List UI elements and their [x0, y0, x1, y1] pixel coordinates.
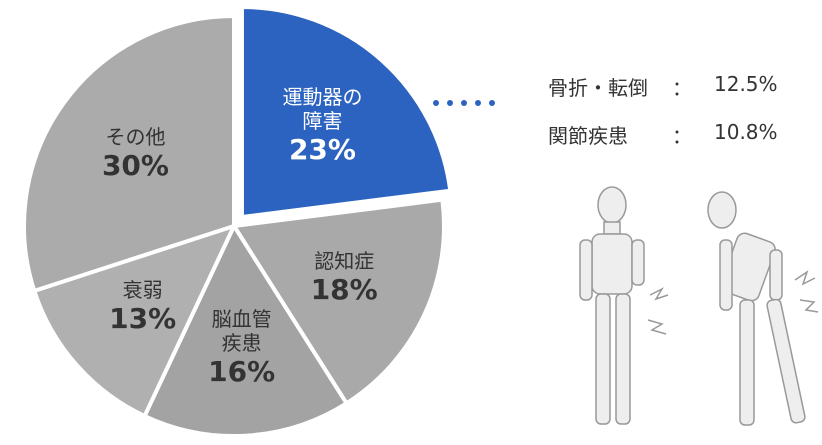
- breakdown-separator: ：: [672, 124, 692, 148]
- value-label: 30%: [101, 149, 169, 183]
- pie-slice: [239, 4, 453, 220]
- breakdown-value: 10.8%: [714, 120, 778, 144]
- category-label: 衰弱: [122, 277, 163, 302]
- pie-slice: [230, 197, 446, 407]
- category-label: その他: [105, 125, 166, 150]
- pie-slice: [141, 221, 350, 438]
- category-label: 脳血管 疾患: [211, 306, 272, 355]
- value-label: 13%: [109, 301, 177, 335]
- slice-label: 脳血管 疾患 16%: [208, 307, 275, 389]
- value-label: 16%: [208, 354, 276, 388]
- breakdown-separator: ：: [672, 76, 692, 100]
- breakdown-label: 骨折・転倒: [548, 76, 648, 100]
- category-label: 認知症: [314, 249, 375, 274]
- slice-label: その他 30%: [102, 126, 169, 184]
- figure: [579, 186, 806, 426]
- pain-marks: [647, 270, 819, 335]
- slice-label: 認知症 18%: [311, 249, 378, 307]
- pie-slice: [31, 222, 238, 419]
- breakdown-label: 関節疾患: [548, 124, 628, 148]
- breakdown-value: 12.5%: [714, 72, 778, 96]
- category-label: 運動器の 障害: [282, 84, 363, 133]
- slice-label: 衰弱 13%: [109, 278, 176, 336]
- slice-label: 運動器の 障害 23%: [282, 85, 362, 167]
- pie-slice: [22, 13, 236, 294]
- value-label: 23%: [288, 132, 356, 166]
- value-label: 18%: [310, 273, 378, 307]
- dots: [433, 100, 495, 106]
